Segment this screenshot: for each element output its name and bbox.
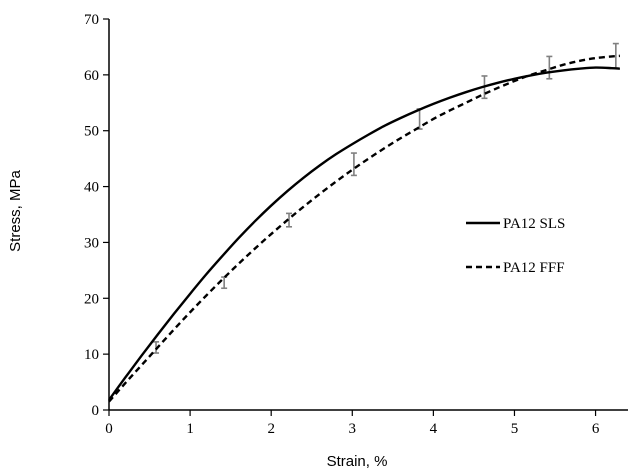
- series-lines: [108, 54, 620, 403]
- y-tick-label: 60: [84, 68, 99, 84]
- legend: PA12 SLS PA12 FFF: [466, 216, 565, 276]
- y-tick-label: 0: [92, 403, 100, 419]
- error-bars: [153, 42, 619, 354]
- y-tick-label: 20: [84, 291, 99, 307]
- y-tick-label: 70: [84, 12, 99, 28]
- y-axis-title: Stress, MPa: [7, 169, 24, 251]
- error-bar: [221, 276, 228, 290]
- series-line-pa12-sls: [108, 66, 620, 401]
- y-tick-label: 30: [84, 235, 99, 251]
- x-axis-title: Strain, %: [327, 453, 388, 470]
- ticks: 0 10 20 30 40 50 60 70 0 1 2 3 4 5 6: [84, 12, 600, 437]
- x-tick-label: 6: [592, 421, 600, 437]
- error-bar: [416, 108, 423, 130]
- x-tick-label: 1: [186, 421, 194, 437]
- error-bar: [286, 212, 293, 228]
- x-tick-label: 2: [267, 421, 275, 437]
- x-tick-label: 3: [349, 421, 357, 437]
- y-tick-label: 10: [84, 347, 99, 363]
- error-bar: [350, 152, 357, 177]
- error-bar: [153, 341, 160, 354]
- legend-label: PA12 FFF: [503, 260, 565, 276]
- x-tick-label: 0: [105, 421, 113, 437]
- x-tick-label: 5: [511, 421, 519, 437]
- error-bar: [546, 55, 553, 80]
- y-tick-label: 50: [84, 124, 99, 140]
- series-line-pa12-fff: [108, 54, 620, 403]
- y-tick-label: 40: [84, 180, 99, 196]
- legend-label: PA12 SLS: [503, 216, 565, 232]
- x-tick-label: 4: [430, 421, 438, 437]
- axes: [108, 19, 628, 411]
